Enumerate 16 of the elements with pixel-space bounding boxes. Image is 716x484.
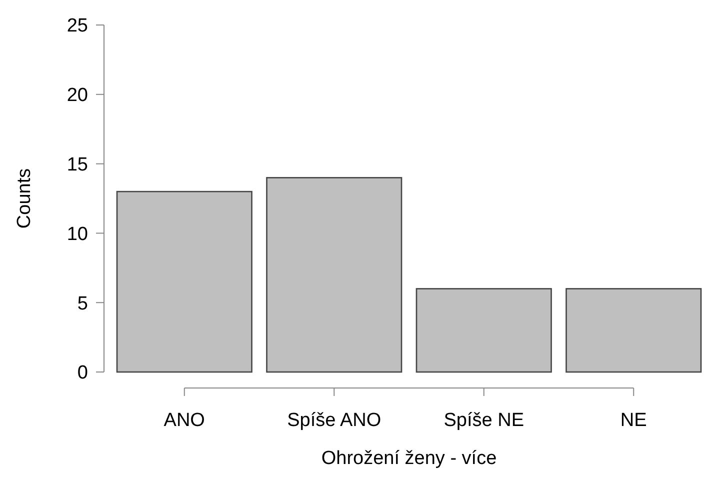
y-tick-label: 15	[66, 154, 88, 176]
y-tick-label: 25	[66, 16, 88, 37]
x-tick-label: Spíše NE	[444, 410, 524, 431]
x-tick-label: ANO	[164, 410, 205, 431]
y-tick-label: 5	[77, 293, 88, 314]
bar	[566, 288, 702, 373]
bar	[116, 190, 252, 373]
y-tick-label: 10	[66, 224, 88, 245]
x-tick-label: NE	[620, 410, 647, 431]
y-tick-label: 20	[66, 85, 88, 106]
bar	[266, 177, 402, 373]
y-axis-title: Counts	[14, 168, 35, 229]
x-axis-title: Ohrožení ženy - více	[321, 448, 497, 469]
y-tick-label: 0	[77, 362, 88, 384]
x-tick-label: Spíše ANO	[287, 410, 382, 431]
bar	[416, 288, 552, 373]
